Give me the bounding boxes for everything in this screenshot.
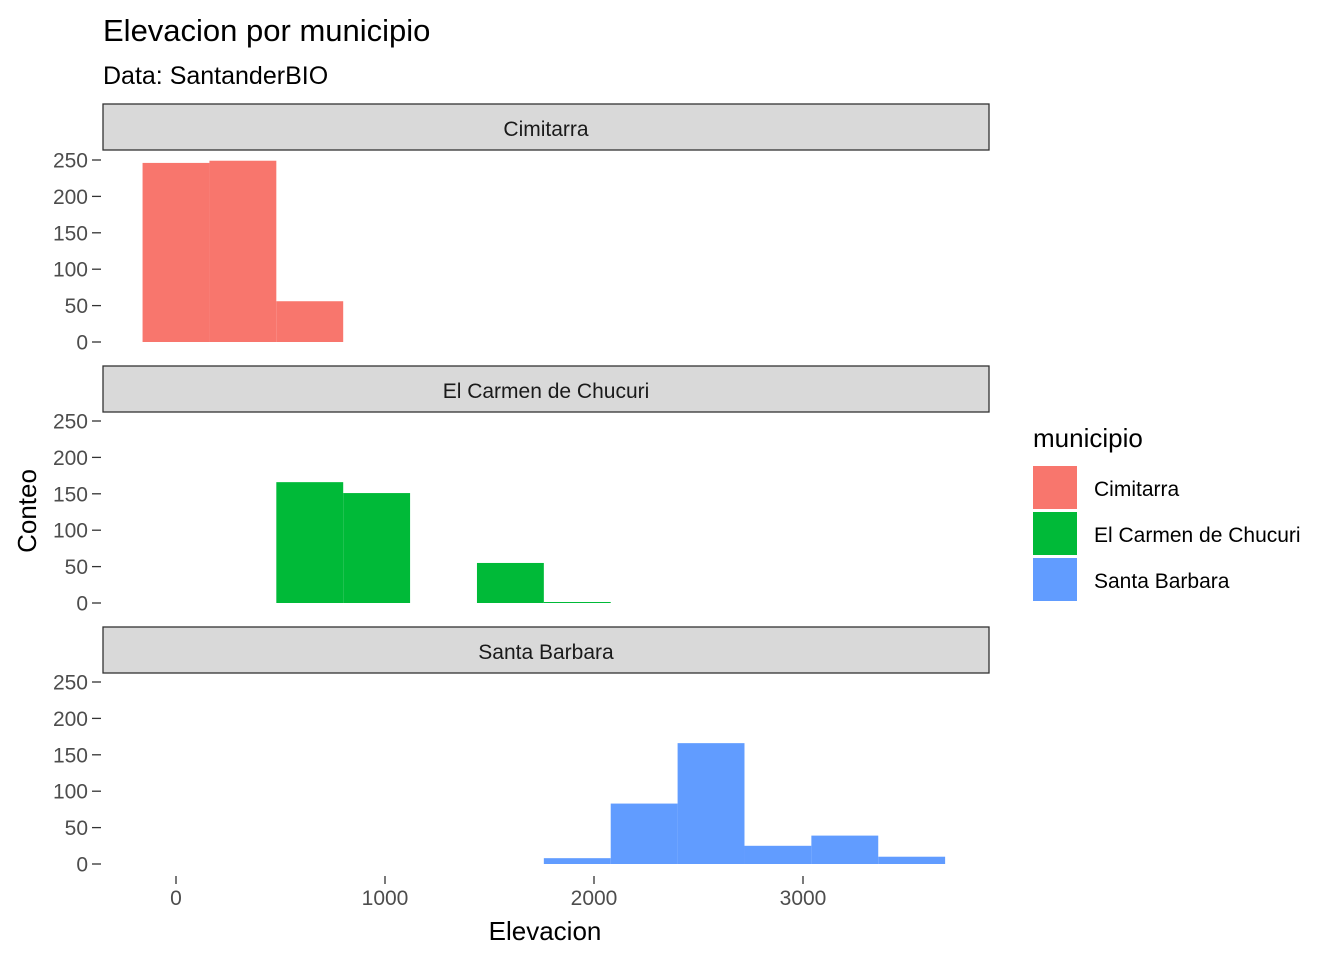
y-tick-label: 250 [53,672,88,695]
x-tick-label: 2000 [571,887,618,910]
histogram-bar [744,845,812,864]
y-tick-label: 200 [53,447,88,470]
chart-subtitle: Data: SantanderBIO [103,62,328,90]
facet-strip-label: Santa Barbara [478,641,614,664]
y-tick-label: 100 [53,781,88,804]
x-tick-label: 3000 [780,887,827,910]
legend-swatch [1033,512,1077,555]
legend-label: Cimitarra [1094,478,1179,501]
y-tick-label: 250 [53,150,88,173]
y-tick-label: 0 [76,332,88,355]
histogram-bar [610,803,678,864]
y-tick-label: 50 [65,295,88,318]
x-axis-label: Elevacion [489,916,602,946]
y-tick-label: 250 [53,411,88,434]
facet-panel: El Carmen de Chucuri 0 50 100 150 200 250 [53,365,990,616]
y-tick-label: 50 [65,556,88,579]
legend-label: Santa Barbara [1094,570,1230,593]
histogram-bar [209,160,277,342]
facet-strip [102,626,990,674]
facet-panel: Cimitarra 0 50 100 150 200 250 [53,103,990,355]
legend-swatch [1033,466,1077,509]
x-tick-label: 1000 [362,887,409,910]
y-tick-label: 200 [53,708,88,731]
legend-items: Cimitarra El Carmen de Chucuri Santa Barba… [1033,466,1301,601]
facet-strip-label: El Carmen de Chucuri [443,380,650,403]
x-axis: 0 1000 2000 3000 [170,876,826,910]
y-tick-label: 100 [53,520,88,543]
y-axis-label: Conteo [12,469,42,553]
histogram-bar [543,858,611,864]
histogram-bar [543,602,611,603]
chart-title: Elevacion por municipio [103,13,430,48]
facet-strip [102,103,990,151]
y-tick-label: 100 [53,259,88,282]
legend-label: El Carmen de Chucuri [1094,524,1301,547]
legend-swatch [1033,558,1077,601]
histogram-bar [878,856,946,864]
histogram-bar [276,301,344,342]
x-tick-label: 0 [170,887,182,910]
y-tick-label: 150 [53,744,88,767]
y-tick-label: 0 [76,593,88,616]
legend: municipio Cimitarra El Carmen de Chucuri S… [1033,423,1301,601]
histogram-bar [476,562,544,603]
histogram-bar [142,162,210,342]
y-tick-label: 50 [65,817,88,840]
y-tick-label: 200 [53,186,88,209]
facet-strip [102,365,990,413]
legend-title: municipio [1033,423,1143,453]
y-tick-label: 150 [53,483,88,506]
facet-panel: Santa Barbara 0 50 100 150 200 250 [53,626,990,877]
histogram-bar [276,482,344,603]
facet-strip-label: Cimitarra [503,118,588,141]
y-tick-label: 150 [53,222,88,245]
histogram-bar [343,493,411,603]
histogram-bar [811,835,879,864]
y-tick-label: 0 [76,854,88,877]
histogram-bar [677,743,745,864]
